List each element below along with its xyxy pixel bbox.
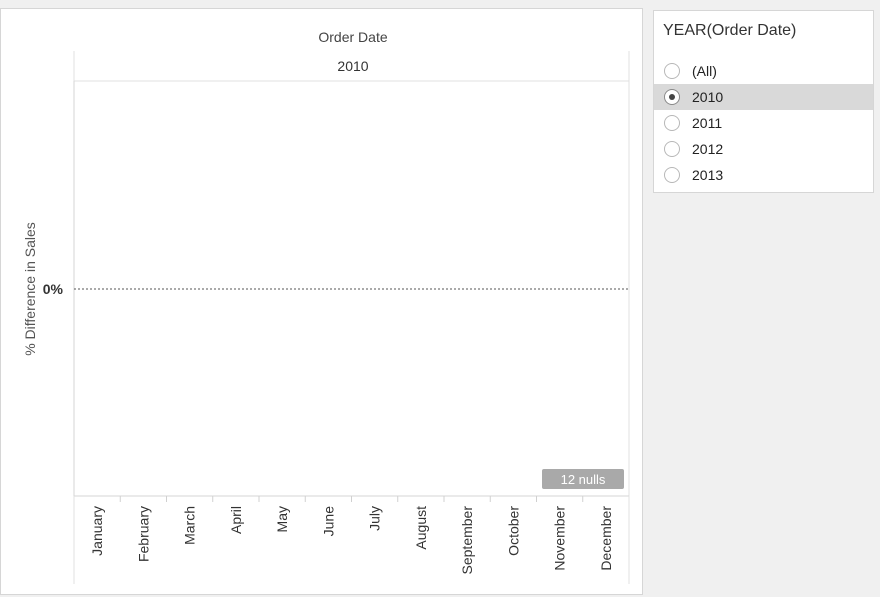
filter-option-label: (All): [692, 63, 717, 79]
x-tick-label: May: [274, 506, 290, 532]
x-tick-label: December: [598, 506, 614, 571]
nulls-indicator[interactable]: 12 nulls: [542, 469, 624, 489]
filter-option[interactable]: 2012: [654, 136, 873, 162]
line-chart: Order Date 2010 % Difference in Sales 0%…: [22, 29, 630, 584]
filter-option[interactable]: (All): [654, 58, 873, 84]
radio-icon[interactable]: [664, 63, 680, 79]
column-header-title: Order Date: [318, 29, 387, 45]
x-tick-label: March: [182, 506, 198, 545]
filter-option[interactable]: 2011: [654, 110, 873, 136]
filter-title: YEAR(Order Date): [663, 22, 797, 39]
y-tick-label: 0%: [43, 281, 64, 297]
x-tick-label: January: [89, 506, 105, 556]
x-tick-label: April: [228, 506, 244, 534]
radio-icon[interactable]: [664, 167, 680, 183]
filter-option-label: 2013: [692, 167, 724, 183]
x-tick-label: June: [320, 506, 336, 537]
filter-option[interactable]: 2013: [654, 162, 873, 188]
filter-option-label: 2011: [692, 115, 723, 131]
x-tick-label: September: [459, 506, 475, 575]
x-tick-label: July: [367, 506, 383, 531]
x-tick-label: August: [413, 506, 429, 550]
x-axis: January February March April May June July Augu…: [89, 496, 614, 574]
filter-options: (All) 2010 2011 2012 2013: [654, 58, 873, 188]
radio-selected-icon[interactable]: [664, 89, 680, 105]
y-axis-label: % Difference in Sales: [22, 222, 38, 356]
nulls-badge[interactable]: [542, 469, 624, 489]
radio-icon[interactable]: [664, 141, 680, 157]
x-tick-label: November: [552, 506, 568, 571]
filter-option-label: 2012: [692, 141, 724, 157]
nulls-label[interactable]: 12 nulls: [561, 472, 606, 487]
radio-icon[interactable]: [664, 115, 680, 131]
x-tick-label: February: [135, 506, 151, 562]
column-header-value: 2010: [337, 58, 368, 74]
filter-option-label: 2010: [692, 89, 724, 105]
year-filter-panel: YEAR(Order Date) (All) 2010 2011 2012 2013: [653, 10, 874, 193]
filter-option[interactable]: 2010: [654, 84, 873, 110]
chart-container: Order Date 2010 % Difference in Sales 0%…: [0, 8, 643, 595]
x-tick-label: October: [505, 506, 521, 556]
